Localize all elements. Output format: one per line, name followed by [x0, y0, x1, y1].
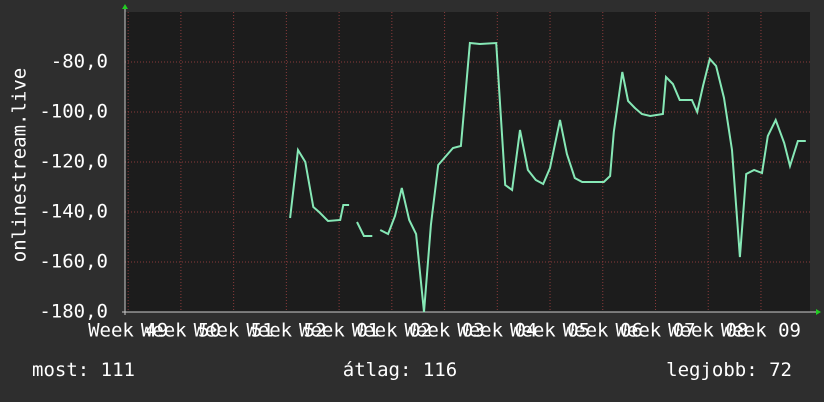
x-tick-label: Week 02 — [352, 320, 432, 342]
x-tick-label: Week 03 — [405, 320, 485, 342]
x-tick-label: Week 06 — [563, 320, 643, 342]
x-tick-label: Week 49 — [88, 320, 168, 342]
y-tick-label: -180,0 — [39, 301, 108, 323]
x-tick-label: Week 05 — [510, 320, 590, 342]
x-tick-label: Week 04 — [457, 320, 537, 342]
y-tick-label: -100,0 — [39, 101, 108, 123]
footer-current: most: 111 — [32, 359, 135, 381]
x-tick-label: Week 50 — [141, 320, 221, 342]
x-tick-label: Week 07 — [615, 320, 695, 342]
footer-average: átlag: 116 — [343, 359, 457, 381]
x-tick-label: Week 51 — [194, 320, 274, 342]
footer-max: legjobb: 72 — [666, 359, 792, 381]
data-line — [289, 41, 806, 313]
x-axis-arrow — [816, 309, 821, 315]
x-tick-label: Week 09 — [721, 320, 801, 342]
x-tick-label: Week 08 — [668, 320, 748, 342]
x-tick-label: Week 52 — [246, 320, 326, 342]
y-axis-label: onlinestream.live — [9, 68, 31, 262]
y-axis-arrow — [122, 4, 128, 9]
y-tick-label: -80,0 — [51, 51, 108, 73]
x-tick-label: Week 01 — [299, 320, 379, 342]
y-tick-label: -120,0 — [39, 151, 108, 173]
y-tick-label: -140,0 — [39, 201, 108, 223]
y-tick-label: -160,0 — [39, 251, 108, 273]
